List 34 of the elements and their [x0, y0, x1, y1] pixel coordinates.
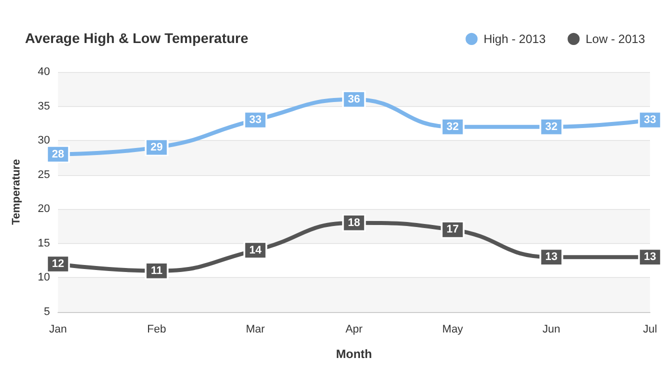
y-tick-label: 35 [38, 100, 50, 112]
y-tick-label: 5 [44, 306, 50, 318]
data-label: 28 [52, 148, 64, 160]
data-label: 32 [446, 120, 459, 133]
y-tick-label: 20 [38, 203, 50, 216]
data-label: 29 [150, 141, 163, 154]
data-label: 18 [348, 216, 360, 229]
data-label: 36 [348, 93, 360, 106]
x-tick-label: Jun [542, 324, 560, 336]
x-tick-label: Jan [49, 324, 67, 336]
y-tick-label: 15 [38, 237, 50, 250]
x-tick-label: Mar [246, 324, 266, 336]
y-tick-label: 25 [38, 168, 50, 181]
y-tick-label: 30 [38, 134, 50, 147]
data-label: 14 [249, 244, 262, 256]
data-label: 32 [545, 120, 558, 133]
y-tick-label: 10 [38, 272, 50, 284]
chart-title: Average High & Low Temperature [25, 30, 248, 46]
legend-label: High - 2013 [484, 32, 546, 46]
data-label: 33 [249, 114, 262, 126]
y-axis-title: Temperature [10, 159, 22, 225]
data-label: 11 [150, 264, 162, 277]
x-tick-label: Apr [345, 324, 363, 336]
x-tick-label: Feb [147, 324, 166, 336]
data-label: 12 [52, 258, 64, 270]
legend-label: Low - 2013 [586, 32, 646, 46]
x-tick-label: Jul [642, 324, 658, 336]
data-label: 13 [545, 251, 558, 264]
data-label: 17 [446, 224, 459, 236]
data-label: 13 [644, 251, 656, 264]
x-axis-title: Month [336, 347, 372, 361]
data-label: 33 [644, 114, 656, 126]
y-tick-label: 40 [38, 66, 50, 78]
x-tick-label: May [442, 324, 464, 336]
